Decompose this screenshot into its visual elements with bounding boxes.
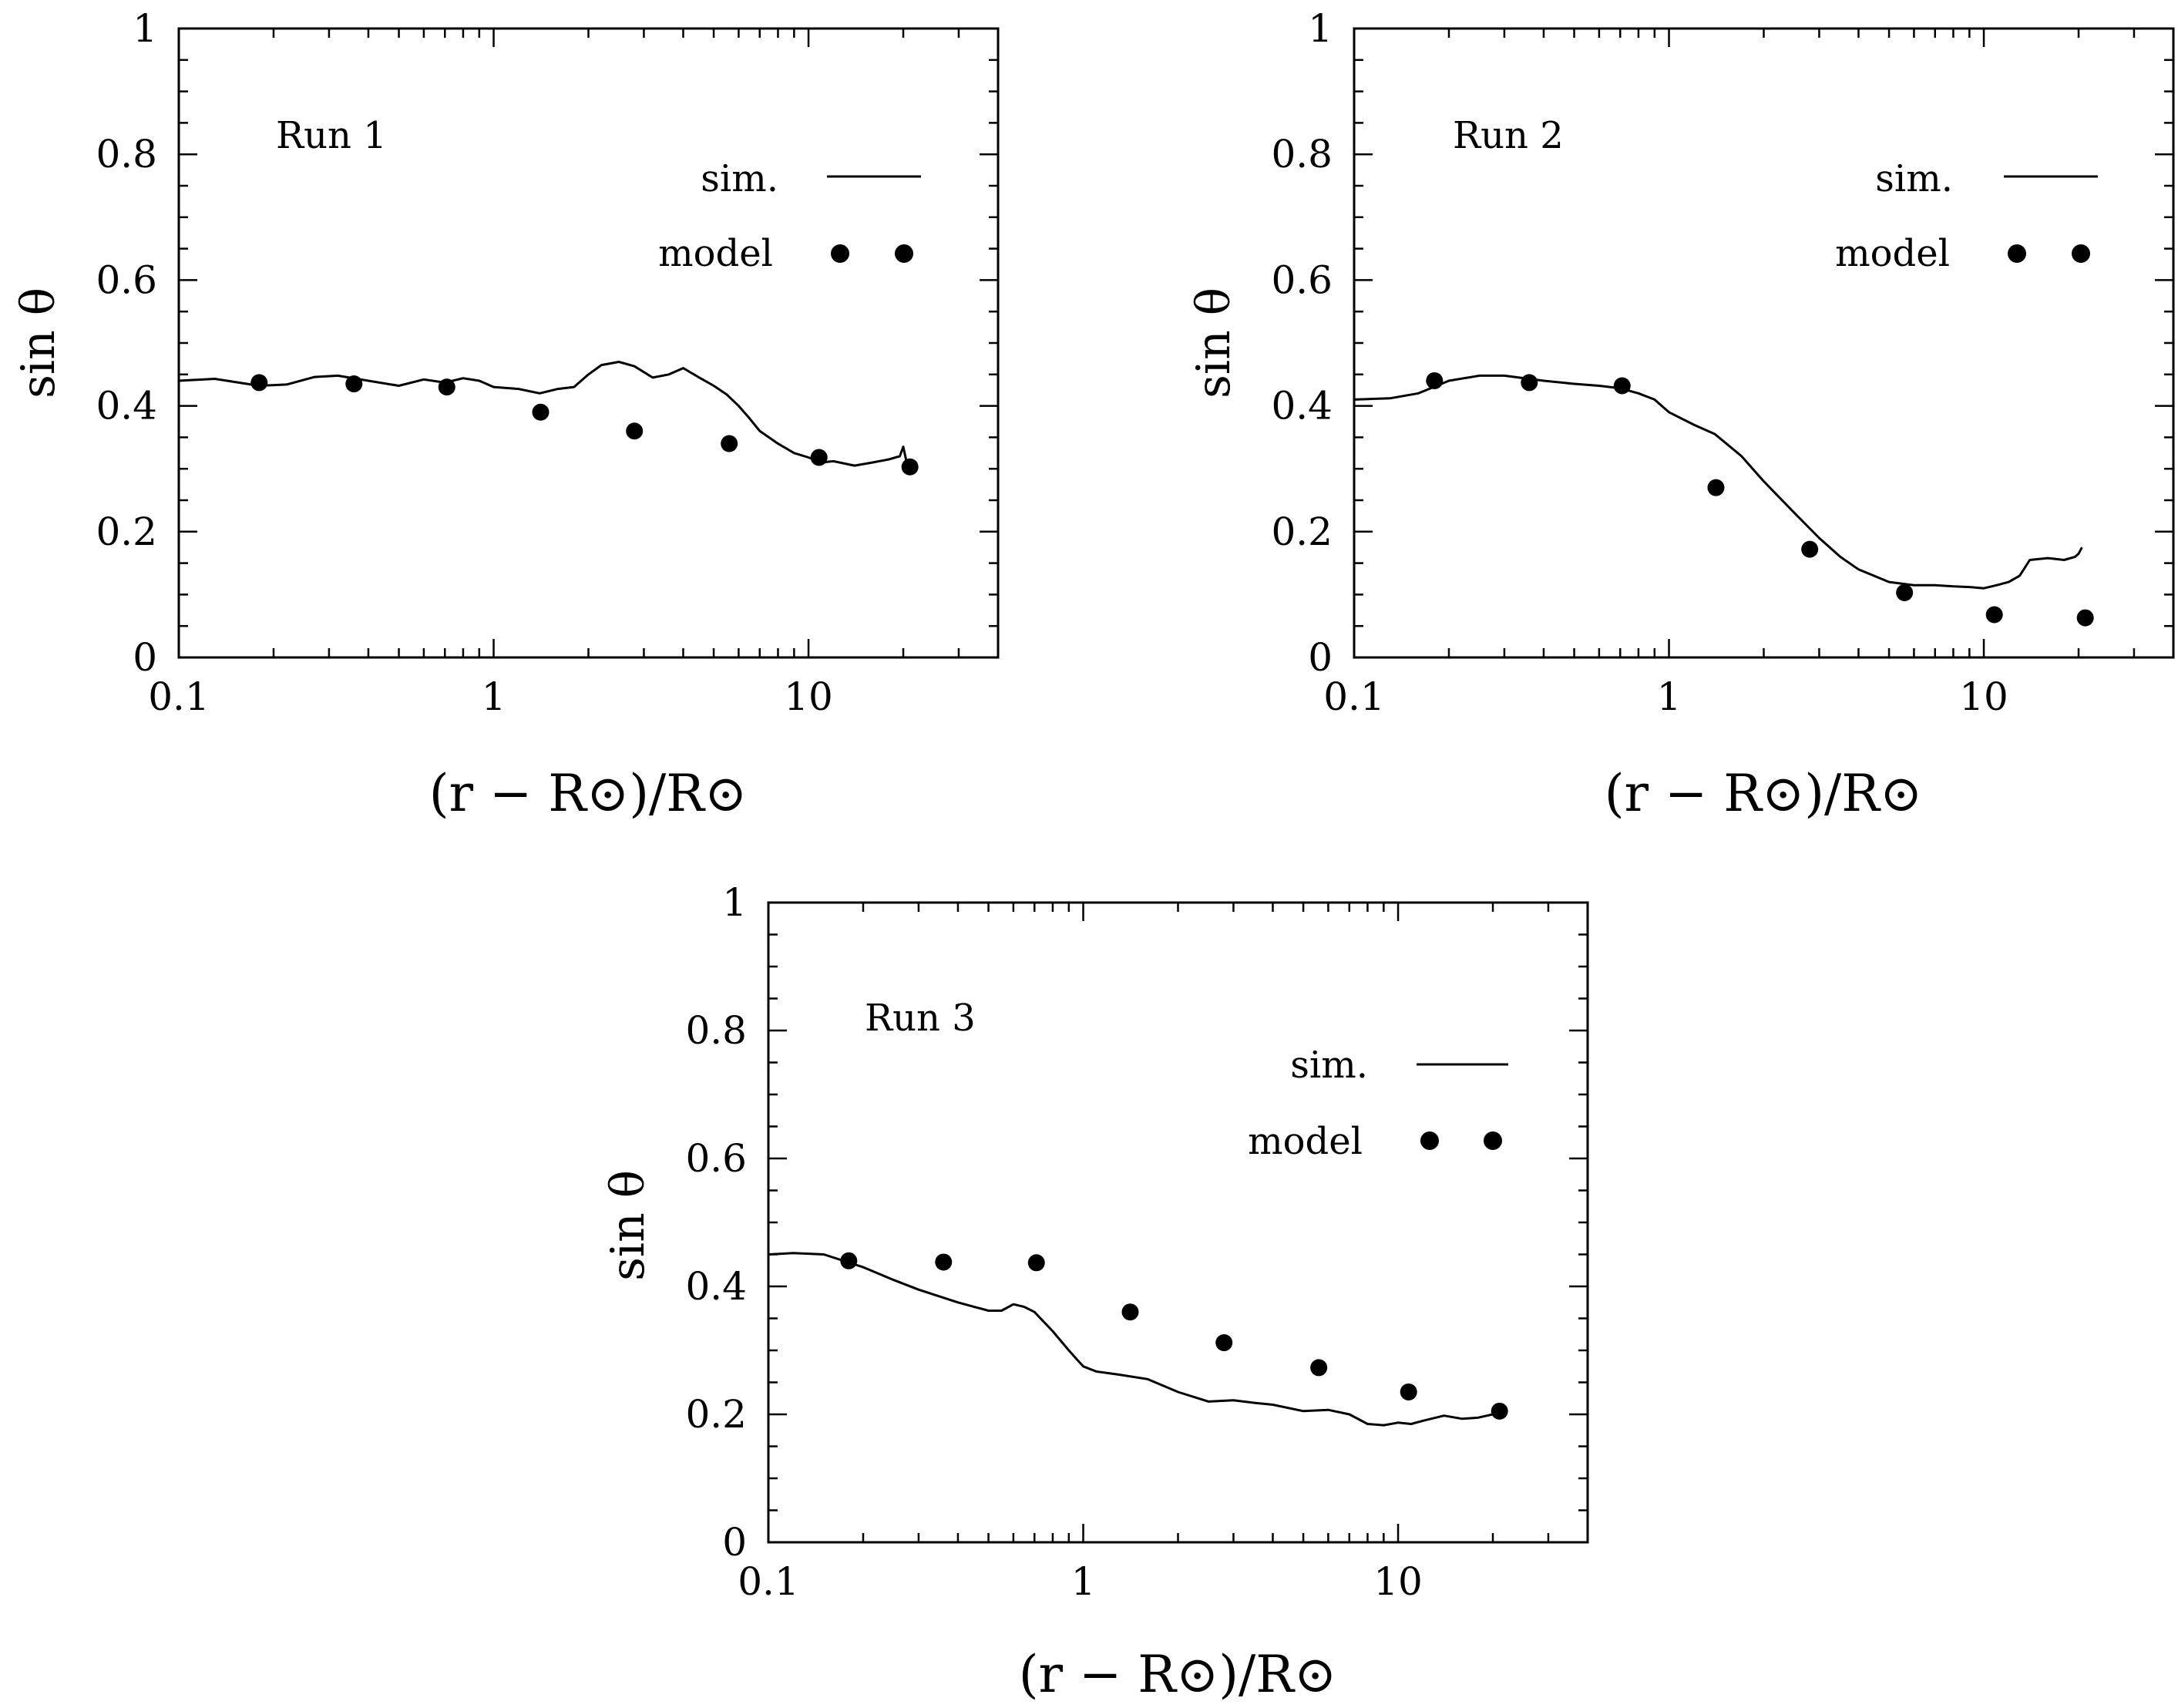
y-tick-label: 0.2	[685, 1392, 747, 1437]
y-tick-label: 1	[1308, 6, 1333, 51]
sim-line	[768, 1252, 1501, 1427]
legend-model-dot	[1484, 1131, 1502, 1150]
model-point	[935, 1253, 953, 1271]
model-point	[626, 422, 644, 440]
model-point	[1027, 1254, 1045, 1272]
y-tick-label: 1	[133, 6, 157, 51]
x-tick-label: 10	[1373, 1559, 1423, 1604]
legend-sim-label: sim.	[701, 157, 778, 200]
model-point	[1491, 1402, 1508, 1420]
y-axis-label: sin θ	[12, 287, 66, 398]
axes: 0.1 1 10 0 0.2 0.4 0.6 0.8 1	[1271, 6, 2175, 719]
model-point	[2076, 609, 2094, 627]
x-axis-label: (r − R⊙)/R⊙	[429, 764, 748, 823]
x-axis-label: (r − R⊙)/R⊙	[1019, 1645, 1337, 1704]
legend-model-dot	[2072, 244, 2090, 263]
x-tick-label: 1	[1071, 1559, 1096, 1604]
model-point	[1121, 1303, 1139, 1321]
y-tick-label: 0	[133, 635, 157, 680]
y-tick-label: 0.2	[1271, 509, 1333, 554]
y-tick-label: 0	[722, 1520, 747, 1565]
run-label: Run 1	[276, 114, 387, 157]
y-tick-label: 0.6	[1271, 257, 1333, 302]
y-tick-label: 1	[722, 880, 747, 925]
legend-sim-label: sim.	[1290, 1044, 1368, 1087]
y-axis-label: sin θ	[1187, 287, 1241, 398]
x-tick-label: 0.1	[738, 1559, 799, 1604]
y-tick-label: 0.6	[96, 257, 157, 302]
y-tick-label: 0.4	[96, 384, 157, 429]
x-tick-label: 10	[1959, 674, 2008, 719]
model-point	[901, 458, 919, 476]
model-point	[1707, 479, 1725, 496]
x-tick-label: 1	[482, 674, 506, 719]
x-tick-label: 0.1	[1323, 674, 1385, 719]
model-point	[1215, 1334, 1233, 1352]
y-axis-label: sin θ	[601, 1170, 655, 1281]
model-point	[1985, 606, 2003, 624]
model-point	[1896, 583, 1914, 601]
legend-sim-label: sim.	[1875, 157, 1953, 200]
model-point	[1613, 377, 1631, 395]
y-tick-label: 0.2	[96, 509, 157, 554]
y-tick-label: 0.4	[685, 1264, 747, 1309]
y-tick-label: 0.6	[685, 1136, 747, 1181]
legend-model-label: model	[658, 232, 773, 275]
y-tick-label: 0.8	[685, 1008, 747, 1053]
model-point	[1801, 540, 1819, 558]
model-point	[840, 1252, 858, 1269]
legend-model-dot	[895, 244, 913, 263]
x-tick-label: 0.1	[148, 674, 210, 719]
y-tick-label: 0.4	[1271, 384, 1333, 429]
legend-model-label: model	[1835, 232, 1950, 275]
y-tick-label: 0	[1308, 635, 1333, 680]
x-axis-label: (r − R⊙)/R⊙	[1605, 764, 1923, 823]
model-point	[1400, 1383, 1417, 1400]
axes: 0.1 1 10 0 0.2 0.4 0.6 0.8 1	[96, 6, 1000, 719]
y-tick-label: 0.8	[1271, 132, 1333, 177]
legend-model-label: model	[1248, 1120, 1363, 1163]
legend-model-dot	[1420, 1131, 1439, 1150]
run-label: Run 2	[1453, 114, 1564, 157]
model-point	[1521, 374, 1538, 392]
plot-data	[178, 361, 919, 476]
model-point	[438, 378, 455, 396]
legend-model-dot	[831, 244, 849, 263]
x-tick-label: 1	[1657, 674, 1682, 719]
legend-model-dot	[2008, 244, 2026, 263]
plot-data	[768, 1252, 1508, 1427]
model-point	[810, 449, 828, 466]
panel-run-2: 0.1 1 10 0 0.2 0.4 0.6 0.8 1 Run 2 sim. model si…	[1187, 6, 2175, 823]
x-tick-label: 10	[784, 674, 833, 719]
model-point	[345, 375, 363, 393]
plot-data	[1353, 372, 2094, 627]
run-label: Run 3	[865, 997, 976, 1040]
model-point	[721, 435, 738, 452]
y-tick-label: 0.8	[96, 132, 157, 177]
panel-run-1: 0.1 1 10 0 0.2 0.4 0.6 0.8 1 Run 1 sim. model si…	[12, 6, 1000, 823]
model-point	[532, 403, 550, 421]
model-point	[1426, 372, 1444, 389]
model-point	[1310, 1359, 1328, 1377]
model-point	[250, 374, 268, 392]
panel-run-3: 0.1 1 10 0 0.2 0.4 0.6 0.8 1 Run 3 sim. model si…	[601, 880, 1589, 1704]
axes: 0.1 1 10 0 0.2 0.4 0.6 0.8 1	[685, 880, 1589, 1604]
